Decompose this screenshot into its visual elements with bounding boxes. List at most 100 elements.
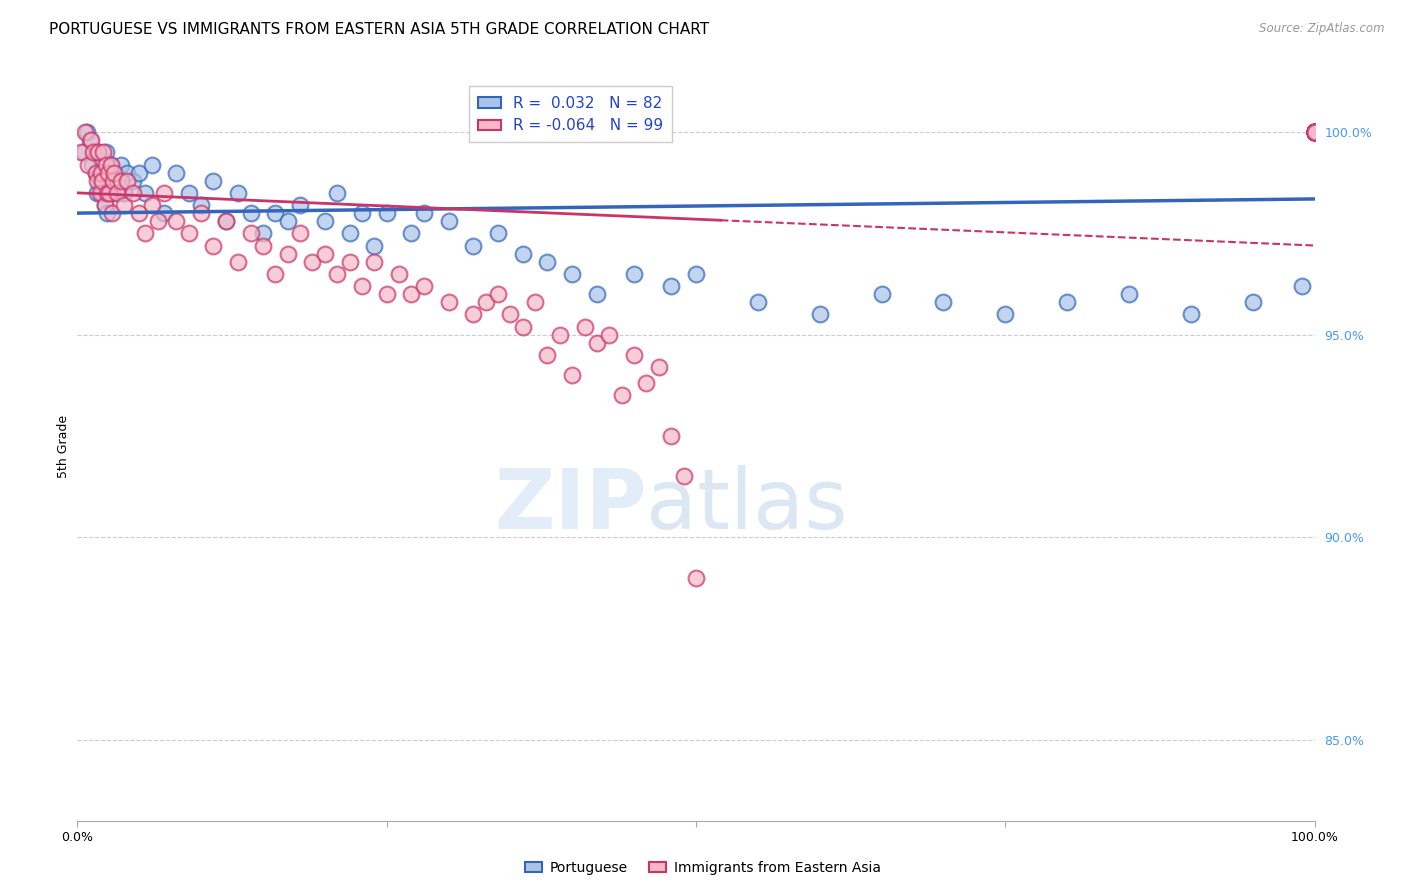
Point <box>288 198 311 212</box>
Point <box>474 295 496 310</box>
Point <box>252 227 274 241</box>
Point <box>100 157 122 171</box>
Point <box>190 206 212 220</box>
Point <box>1303 125 1326 139</box>
Point <box>91 166 114 180</box>
Point <box>512 246 534 260</box>
Point <box>610 388 633 402</box>
Point <box>98 186 121 200</box>
Point <box>1303 125 1326 139</box>
Point <box>70 145 93 160</box>
Point <box>1303 125 1326 139</box>
Point <box>97 166 120 180</box>
Point <box>659 279 682 293</box>
Point <box>1303 125 1326 139</box>
Point <box>1241 295 1264 310</box>
Point <box>77 157 100 171</box>
Point <box>1303 125 1326 139</box>
Point <box>1180 307 1202 321</box>
Point <box>1303 125 1326 139</box>
Point <box>1291 279 1313 293</box>
Point <box>190 198 212 212</box>
Point <box>100 157 122 171</box>
Point <box>153 186 176 200</box>
Point <box>1303 125 1326 139</box>
Point <box>1303 125 1326 139</box>
Point <box>91 186 114 200</box>
Point <box>86 174 108 188</box>
Point <box>339 227 361 241</box>
Point <box>82 157 104 171</box>
Point <box>314 214 336 228</box>
Point <box>401 227 423 241</box>
Point <box>93 198 115 212</box>
Point <box>1303 125 1326 139</box>
Point <box>94 157 117 171</box>
Point <box>202 174 225 188</box>
Point <box>463 307 485 321</box>
Text: atlas: atlas <box>647 466 848 547</box>
Point <box>672 469 695 483</box>
Point <box>86 186 108 200</box>
Point <box>103 166 125 180</box>
Point <box>1303 125 1326 139</box>
Point <box>91 174 114 188</box>
Point <box>350 206 373 220</box>
Point <box>623 267 645 281</box>
Point <box>536 348 558 362</box>
Point <box>112 198 135 212</box>
Point <box>96 206 118 220</box>
Point <box>1303 125 1326 139</box>
Point <box>1303 125 1326 139</box>
Point <box>1303 125 1326 139</box>
Point <box>134 227 156 241</box>
Point <box>401 287 423 301</box>
Point <box>277 246 299 260</box>
Point <box>659 429 682 443</box>
Point <box>76 125 98 139</box>
Point <box>1303 125 1326 139</box>
Point <box>165 214 187 228</box>
Point <box>486 227 509 241</box>
Point <box>87 145 110 160</box>
Point <box>994 307 1017 321</box>
Point <box>932 295 955 310</box>
Point <box>548 327 571 342</box>
Point <box>239 206 262 220</box>
Point <box>96 186 118 200</box>
Point <box>1303 125 1326 139</box>
Point <box>93 198 115 212</box>
Point <box>1303 125 1326 139</box>
Point <box>79 133 101 147</box>
Point <box>636 376 658 391</box>
Point <box>134 186 156 200</box>
Point <box>105 174 128 188</box>
Point <box>1303 125 1326 139</box>
Point <box>141 157 163 171</box>
Point <box>89 186 111 200</box>
Point <box>215 214 238 228</box>
Point <box>288 227 311 241</box>
Text: Source: ZipAtlas.com: Source: ZipAtlas.com <box>1260 22 1385 36</box>
Point <box>264 267 287 281</box>
Point <box>1303 125 1326 139</box>
Point <box>536 254 558 268</box>
Point <box>252 238 274 252</box>
Point <box>1303 125 1326 139</box>
Point <box>685 267 707 281</box>
Point <box>1303 125 1326 139</box>
Point <box>101 186 124 200</box>
Point <box>1303 125 1326 139</box>
Point <box>463 238 485 252</box>
Point <box>115 174 138 188</box>
Point <box>1303 125 1326 139</box>
Point <box>1303 125 1326 139</box>
Point <box>1303 125 1326 139</box>
Point <box>1056 295 1078 310</box>
Point <box>561 267 583 281</box>
Point <box>90 166 112 180</box>
Text: PORTUGUESE VS IMMIGRANTS FROM EASTERN ASIA 5TH GRADE CORRELATION CHART: PORTUGUESE VS IMMIGRANTS FROM EASTERN AS… <box>49 22 710 37</box>
Point <box>499 307 522 321</box>
Point <box>110 157 132 171</box>
Point <box>648 359 671 374</box>
